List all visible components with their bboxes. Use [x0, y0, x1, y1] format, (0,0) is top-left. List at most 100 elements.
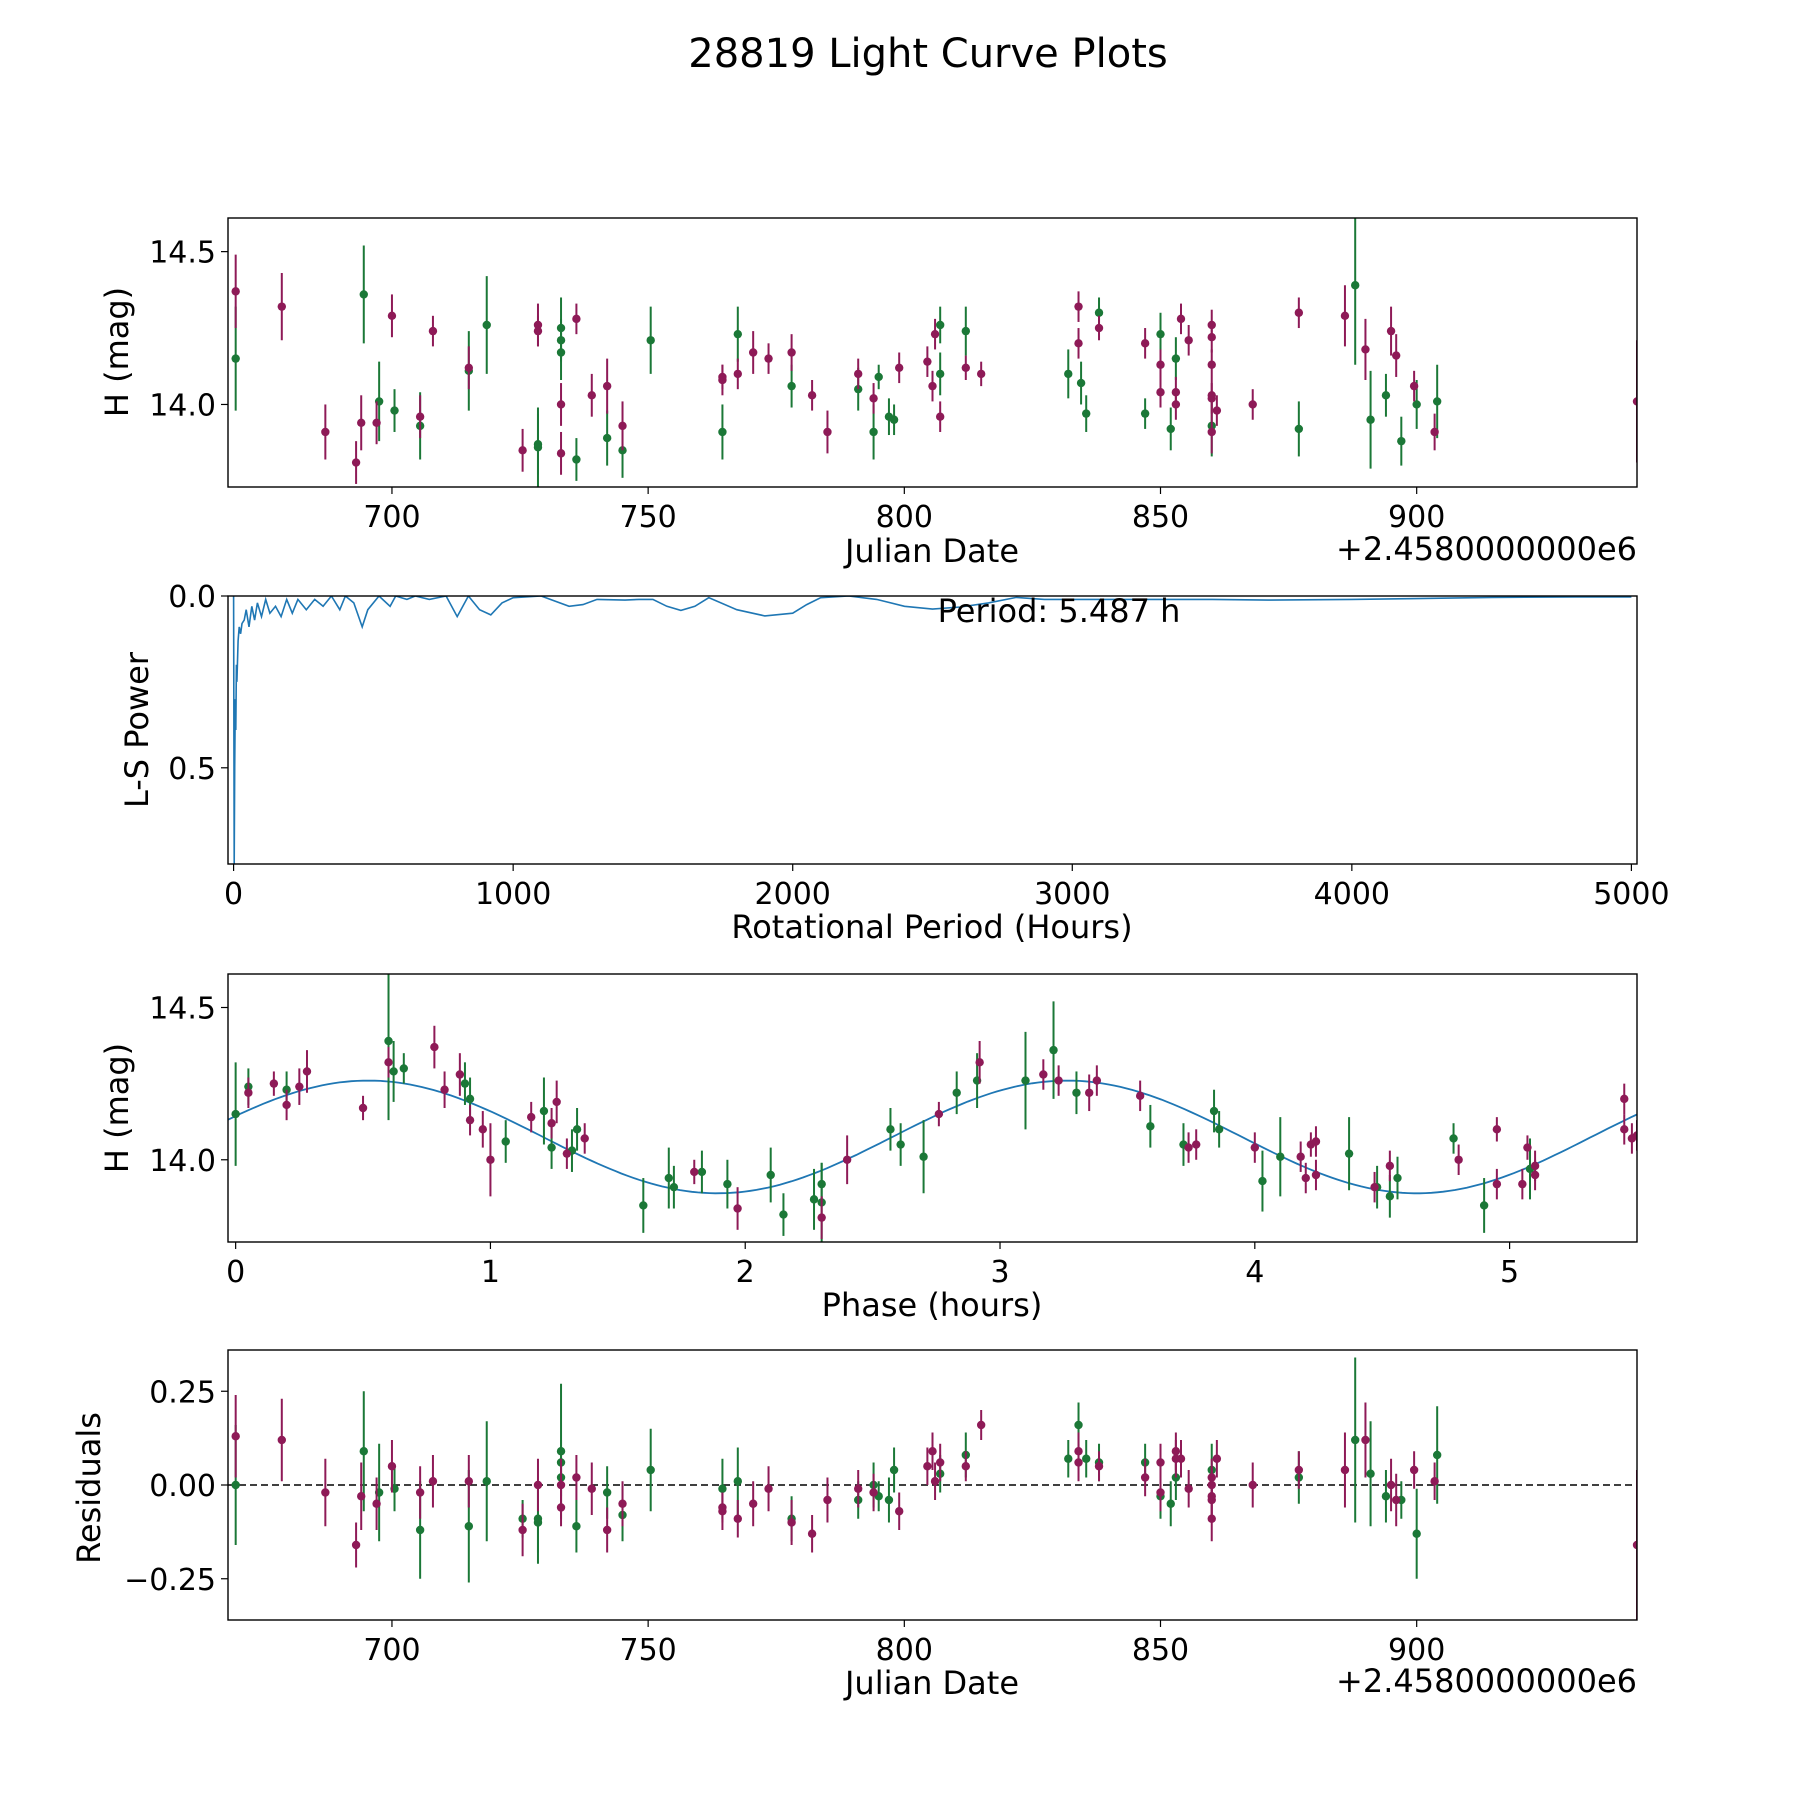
point-r [854, 1484, 863, 1493]
point-r [231, 1432, 240, 1441]
point-r [1294, 308, 1304, 317]
point-r [556, 449, 566, 458]
fit-curve [228, 1079, 1637, 1195]
point-g [919, 1152, 928, 1161]
point-g [1276, 1152, 1285, 1161]
point-g [1064, 369, 1073, 379]
point-r [428, 1477, 438, 1486]
point-g [539, 1106, 549, 1116]
point-r [854, 369, 863, 379]
point-r [1294, 1465, 1304, 1475]
x-tick-label: 1 [481, 1255, 500, 1290]
point-r [1184, 1143, 1193, 1152]
point-g [460, 1079, 470, 1088]
point-r [1430, 1477, 1439, 1486]
point-r [572, 314, 581, 324]
point-r [1530, 1170, 1540, 1180]
point-r [486, 1155, 495, 1164]
x-tick-label: 2 [736, 1255, 755, 1290]
point-r [690, 1167, 699, 1177]
point-g [572, 455, 581, 464]
point-g [390, 406, 399, 415]
point-r [764, 1484, 773, 1493]
point-r [1340, 311, 1350, 321]
point-g [399, 1064, 409, 1073]
point-g [1412, 400, 1421, 409]
point-r [1184, 336, 1193, 345]
point-r [587, 391, 596, 400]
point-r [415, 1488, 425, 1497]
point-r [533, 326, 543, 336]
point-g [766, 1170, 775, 1180]
point-g [602, 433, 612, 443]
point-g [1082, 409, 1091, 418]
point-g [533, 443, 543, 452]
point-g [817, 1179, 826, 1189]
plot-area-residuals: 700 750 800 850 900 0.25 0.00 −0.25 [124, 1357, 1637, 1668]
x-tick-label: 0 [226, 1255, 245, 1290]
point-r [1492, 1125, 1502, 1134]
point-r [1620, 1125, 1629, 1134]
point-r [1248, 1480, 1257, 1490]
x-tick-label: 800 [876, 1633, 933, 1668]
point-g [1393, 1173, 1402, 1183]
point-r [455, 1070, 465, 1079]
point-g [664, 1173, 673, 1183]
marks-residuals [228, 1357, 1637, 1620]
point-g [809, 1195, 819, 1204]
point-r [1370, 1182, 1379, 1192]
point-g [1351, 281, 1360, 290]
x-tick-label: 700 [363, 1633, 420, 1668]
point-r [351, 458, 361, 467]
marks-lightcurve [231, 218, 1637, 487]
point-r [764, 354, 773, 363]
point-r [428, 326, 438, 336]
point-g [1366, 1469, 1375, 1478]
point-g [572, 1125, 582, 1134]
point-g [1344, 1149, 1354, 1158]
point-r [269, 1079, 279, 1088]
offset-text-residuals: +2.4580000000e6 [1336, 1662, 1637, 1700]
point-g [1171, 354, 1181, 363]
x-tick-label: 5000 [1593, 877, 1669, 912]
y-axis-label-periodogram: L-S Power [118, 651, 156, 808]
point-g [874, 372, 883, 382]
point-g [482, 1477, 491, 1486]
point-r [1171, 400, 1181, 409]
y-tick-label: 0.5 [168, 752, 216, 787]
y-tick-label: 14.0 [149, 1144, 216, 1179]
point-g [1049, 1045, 1058, 1055]
point-r [817, 1213, 826, 1222]
point-r [1156, 388, 1165, 397]
panel-phased: 0 1 2 3 4 5 14.5 14.0 Phase (hours) H (mag) [98, 973, 1638, 1324]
point-g [889, 415, 899, 424]
point-r [961, 1462, 971, 1471]
point-r [618, 1499, 627, 1508]
point-r [1518, 1179, 1527, 1189]
point-r [1409, 381, 1419, 391]
point-g [886, 1125, 895, 1134]
point-r [1301, 1173, 1310, 1183]
point-g [697, 1167, 707, 1177]
point-r [823, 427, 832, 437]
point-r [1176, 1454, 1186, 1463]
point-r [1385, 1161, 1395, 1171]
x-tick-label: 850 [1132, 1633, 1189, 1668]
point-r [1207, 1514, 1216, 1523]
point-g [384, 1036, 393, 1046]
point-r [618, 421, 627, 431]
point-r [478, 1125, 487, 1134]
point-g [718, 427, 727, 437]
point-r [1074, 1458, 1083, 1467]
point-g [935, 369, 945, 379]
x-axis-label-residuals: Julian Date [843, 1664, 1019, 1702]
point-r [547, 1119, 556, 1128]
point-r [1074, 339, 1083, 348]
point-r [1094, 1462, 1104, 1471]
point-r [464, 1477, 474, 1486]
y-tick-label: 0.0 [168, 580, 216, 615]
point-g [1385, 1192, 1395, 1201]
point-r [1135, 1091, 1145, 1101]
point-g [415, 1525, 425, 1535]
